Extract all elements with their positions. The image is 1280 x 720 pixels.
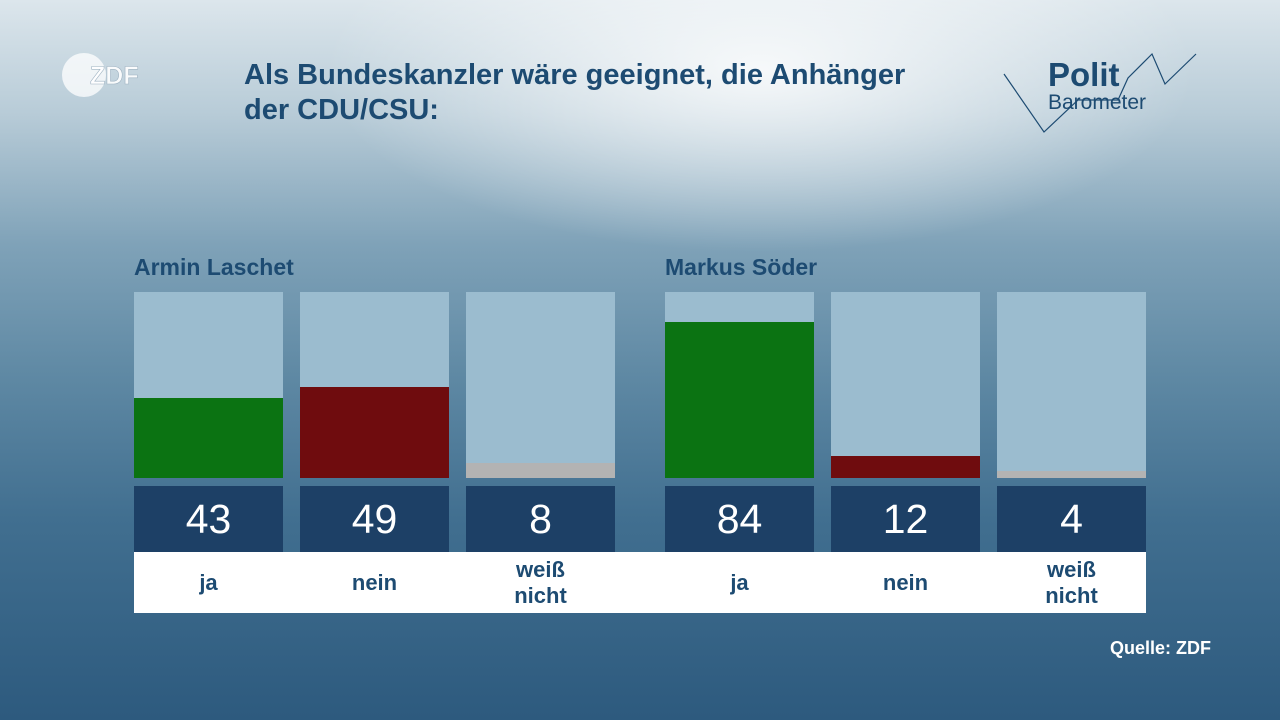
bar-soeder-nein (831, 455, 980, 478)
title-line-1: Als Bundeskanzler wäre geeignet, die Anh… (244, 59, 906, 91)
chart-title: Als Bundeskanzler wäre geeignet, die Anh… (244, 58, 964, 128)
polit-logo-word1: Polit (1048, 56, 1120, 93)
value-label-soeder-ja: 84 (665, 486, 814, 552)
group-label-laschet: Armin Laschet (134, 254, 294, 280)
bar-soeder-weiss-nicht (997, 470, 1146, 478)
title-line-2: der CDU/CSU: (244, 94, 439, 126)
zdf-logo: ZDF (62, 52, 144, 98)
bar-track-laschet-ja (134, 292, 283, 478)
bar-laschet-ja (134, 398, 283, 478)
bar-track-soeder-ja (665, 292, 814, 478)
barometer-line-icon (1003, 52, 1197, 133)
svg-text:ZDF: ZDF (90, 62, 139, 90)
value-label-soeder-nein: 12 (831, 486, 980, 552)
bar-laschet-nein (300, 386, 449, 478)
bar-track-laschet-nein (300, 292, 449, 478)
value-label-laschet-ja: 43 (134, 486, 283, 552)
category-label-soeder-weiss-nicht: weiß nicht (1045, 556, 1098, 608)
zdf-logo-icon: ZDF (62, 53, 139, 97)
polit-logo-word2: Barometer (1048, 91, 1147, 114)
category-label-strip (134, 552, 1146, 613)
source-note: Quelle: ZDF (1110, 638, 1212, 658)
category-label-soeder-nein: nein (882, 569, 929, 595)
value-label-soeder-weiss-nicht: 4 (997, 486, 1146, 552)
politbarometer-logo: Polit Barometer (1000, 44, 1200, 138)
category-label-soeder-ja: ja (730, 569, 749, 595)
bar-track-laschet-weiss-nicht (466, 292, 615, 478)
group-label-soeder: Markus Söder (665, 254, 818, 280)
value-label-laschet-nein: 49 (300, 486, 449, 552)
category-label-laschet-nein: nein (351, 569, 398, 595)
category-label-laschet-weiss-nicht: weiß nicht (514, 556, 567, 608)
bar-track-soeder-nein (831, 292, 980, 478)
category-label-laschet-ja: ja (199, 569, 218, 595)
bar-laschet-weiss-nicht (466, 463, 615, 478)
value-label-laschet-weiss-nicht: 8 (466, 486, 615, 552)
bar-track-soeder-weiss-nicht (997, 292, 1146, 478)
bar-soeder-ja (665, 321, 814, 478)
